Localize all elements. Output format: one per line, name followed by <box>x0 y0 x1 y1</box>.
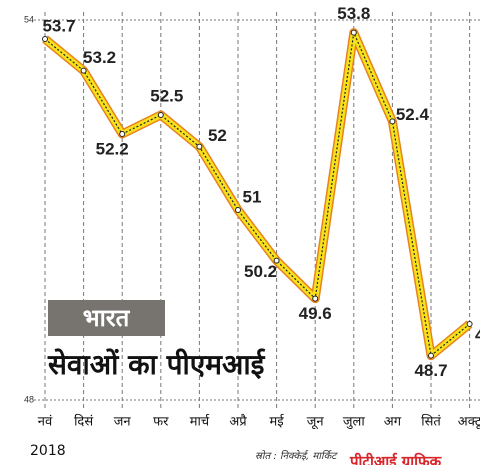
point <box>313 296 318 301</box>
x-tick-label: जन <box>114 415 132 430</box>
value-label: 53.7 <box>42 16 75 35</box>
point <box>158 113 163 118</box>
chart-title: सेवाओं का पीएमआई <box>47 348 266 381</box>
x-tick-label: दिसं <box>74 414 93 430</box>
x-tick-label: फर <box>153 415 169 430</box>
x-tick-label: मार्च <box>190 414 210 430</box>
point <box>236 208 241 213</box>
value-label: 52.5 <box>150 86 183 105</box>
value-label: 53.2 <box>83 48 116 67</box>
source: स्रोत : निक्केई, मार्किट <box>255 450 338 462</box>
y-tick-label: 54 <box>24 14 34 24</box>
x-tick-label: अग <box>384 415 402 430</box>
value-label: 49.2 <box>475 325 480 344</box>
x-tick-label: जुला <box>343 415 365 430</box>
value-label: 53.8 <box>337 4 370 23</box>
point <box>351 30 356 35</box>
value-label: 52.2 <box>96 139 129 158</box>
year-label: 2018 <box>30 443 66 459</box>
value-label: 51 <box>243 187 262 206</box>
x-tick-label: अक्टू <box>458 415 480 430</box>
chart: 48 54 नवं दिसं जन फर मार्च अप्रै मई जून जुला अग सितं… <box>0 0 480 465</box>
point <box>81 68 86 73</box>
x-tick-label: अप्रै <box>229 414 247 430</box>
point <box>429 353 434 358</box>
point <box>43 37 48 42</box>
point <box>390 119 395 124</box>
point <box>467 322 472 327</box>
x-tick-label: नवं <box>38 415 53 430</box>
x-tick-label: सितं <box>421 414 441 430</box>
x-tick-label: जून <box>307 415 325 430</box>
point <box>120 132 125 137</box>
point <box>197 144 202 149</box>
credit: पीटीआई ग्राफिक <box>349 453 443 465</box>
y-tick-label: 48 <box>24 394 34 404</box>
badge: भारत <box>83 304 131 332</box>
value-label: 48.7 <box>414 361 447 380</box>
value-label: 52 <box>208 126 227 145</box>
value-label: 50.2 <box>244 262 277 281</box>
value-label: 52.4 <box>396 105 430 124</box>
value-label: 49.6 <box>299 304 332 323</box>
x-tick-label: मई <box>270 414 285 430</box>
